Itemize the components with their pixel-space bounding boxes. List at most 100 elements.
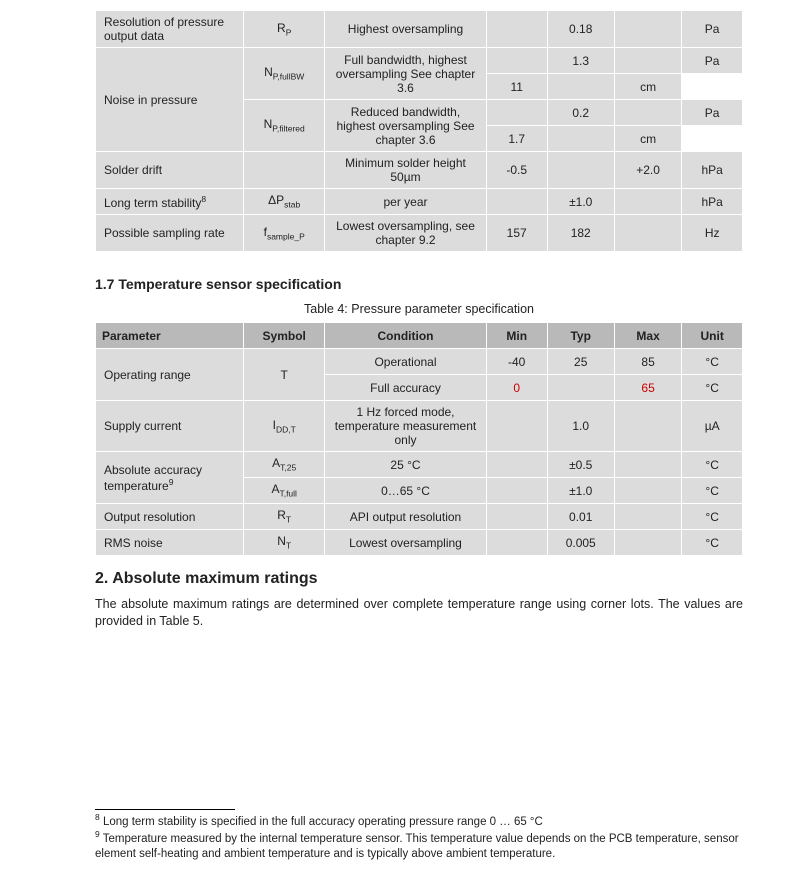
min-cell: -0.5: [486, 152, 547, 189]
typ-cell: 25: [547, 349, 614, 375]
column-header: Max: [614, 323, 681, 349]
column-header: Min: [486, 323, 547, 349]
typ-cell: ±1.0: [547, 478, 614, 504]
typ-cell: 0.18: [547, 11, 614, 48]
condition-cell: Minimum solder height 50µm: [325, 152, 487, 189]
typ-cell: [547, 152, 614, 189]
min-cell: [486, 189, 547, 215]
param-cell: Absolute accuracy temperature9: [96, 452, 244, 504]
min-cell: 0: [486, 375, 547, 401]
unit-cell: °C: [682, 530, 743, 556]
section-2-heading: 2. Absolute maximum ratings: [95, 570, 743, 588]
symbol-cell: NP,filtered: [244, 100, 325, 152]
max-cell: [614, 189, 681, 215]
symbol-cell: [244, 152, 325, 189]
unit-cell: °C: [682, 349, 743, 375]
max-cell: [614, 100, 681, 126]
min-cell: [486, 504, 547, 530]
section-1-7-heading: 1.7 Temperature sensor specification: [95, 276, 743, 292]
param-cell: Output resolution: [96, 504, 244, 530]
unit-cell: °C: [682, 452, 743, 478]
max-cell: [614, 530, 681, 556]
symbol-cell: RT: [244, 504, 325, 530]
unit-cell: °C: [682, 478, 743, 504]
condition-cell: 1 Hz forced mode, temperature measuremen…: [325, 401, 487, 452]
symbol-cell: fsample_P: [244, 215, 325, 252]
unit-cell: °C: [682, 504, 743, 530]
unit-cell: °C: [682, 375, 743, 401]
typ-cell: 1.7: [486, 126, 547, 152]
unit-cell: cm: [614, 74, 681, 100]
condition-cell: Full bandwidth, highest oversampling See…: [325, 48, 487, 100]
min-cell: [486, 11, 547, 48]
pressure-table-continued: Resolution of pressure output dataRPHigh…: [95, 10, 743, 252]
typ-cell: 0.2: [547, 100, 614, 126]
max-cell: [614, 478, 681, 504]
condition-cell: per year: [325, 189, 487, 215]
table4-caption: Table 4: Pressure parameter specificatio…: [95, 302, 743, 316]
unit-cell: Pa: [682, 48, 743, 74]
param-cell: Solder drift: [96, 152, 244, 189]
typ-cell: 0.01: [547, 504, 614, 530]
param-cell: Supply current: [96, 401, 244, 452]
page: Resolution of pressure output dataRPHigh…: [0, 0, 793, 870]
min-cell: -40: [486, 349, 547, 375]
column-header: Unit: [682, 323, 743, 349]
condition-cell: Highest oversampling: [325, 11, 487, 48]
typ-cell: ±1.0: [547, 189, 614, 215]
symbol-cell: T: [244, 349, 325, 401]
column-header: Typ: [547, 323, 614, 349]
condition-cell: Reduced bandwidth, highest oversampling …: [325, 100, 487, 152]
param-cell: Operating range: [96, 349, 244, 401]
temperature-table: ParameterSymbolConditionMinTypMaxUnit Op…: [95, 322, 743, 556]
unit-cell: cm: [614, 126, 681, 152]
symbol-cell: NT: [244, 530, 325, 556]
param-cell: Possible sampling rate: [96, 215, 244, 252]
column-header: Condition: [325, 323, 487, 349]
symbol-cell: ΔPstab: [244, 189, 325, 215]
max-cell: [614, 504, 681, 530]
max-cell: [614, 11, 681, 48]
unit-cell: hPa: [682, 152, 743, 189]
condition-cell: Operational: [325, 349, 487, 375]
typ-cell: 1.3: [547, 48, 614, 74]
param-cell: RMS noise: [96, 530, 244, 556]
param-cell: Resolution of pressure output data: [96, 11, 244, 48]
typ-cell: 0.005: [547, 530, 614, 556]
max-cell: [547, 74, 614, 100]
footnote-8: 8 Long term stability is specified in th…: [95, 812, 743, 830]
max-cell: +2.0: [614, 152, 681, 189]
max-cell: 65: [614, 375, 681, 401]
unit-cell: Pa: [682, 100, 743, 126]
min-cell: [486, 401, 547, 452]
min-cell: 157: [486, 215, 547, 252]
max-cell: 85: [614, 349, 681, 375]
unit-cell: Pa: [682, 11, 743, 48]
condition-cell: Lowest oversampling: [325, 530, 487, 556]
condition-cell: Lowest oversampling, see chapter 9.2: [325, 215, 487, 252]
max-cell: [547, 126, 614, 152]
section-2-body: The absolute maximum ratings are determi…: [95, 596, 743, 630]
min-cell: [486, 48, 547, 74]
unit-cell: hPa: [682, 189, 743, 215]
symbol-cell: NP,fullBW: [244, 48, 325, 100]
min-cell: [486, 452, 547, 478]
typ-cell: ±0.5: [547, 452, 614, 478]
min-cell: [486, 478, 547, 504]
unit-cell: Hz: [682, 215, 743, 252]
condition-cell: API output resolution: [325, 504, 487, 530]
footnote-rule: [95, 809, 235, 810]
max-cell: [614, 48, 681, 74]
symbol-cell: IDD,T: [244, 401, 325, 452]
column-header: Parameter: [96, 323, 244, 349]
param-cell: Long term stability8: [96, 189, 244, 215]
max-cell: [614, 401, 681, 452]
symbol-cell: AT,full: [244, 478, 325, 504]
param-cell: Noise in pressure: [96, 48, 244, 152]
condition-cell: 25 °C: [325, 452, 487, 478]
typ-cell: 11: [486, 74, 547, 100]
footnote-9: 9 Temperature measured by the internal t…: [95, 829, 743, 862]
min-cell: [486, 530, 547, 556]
condition-cell: Full accuracy: [325, 375, 487, 401]
column-header: Symbol: [244, 323, 325, 349]
